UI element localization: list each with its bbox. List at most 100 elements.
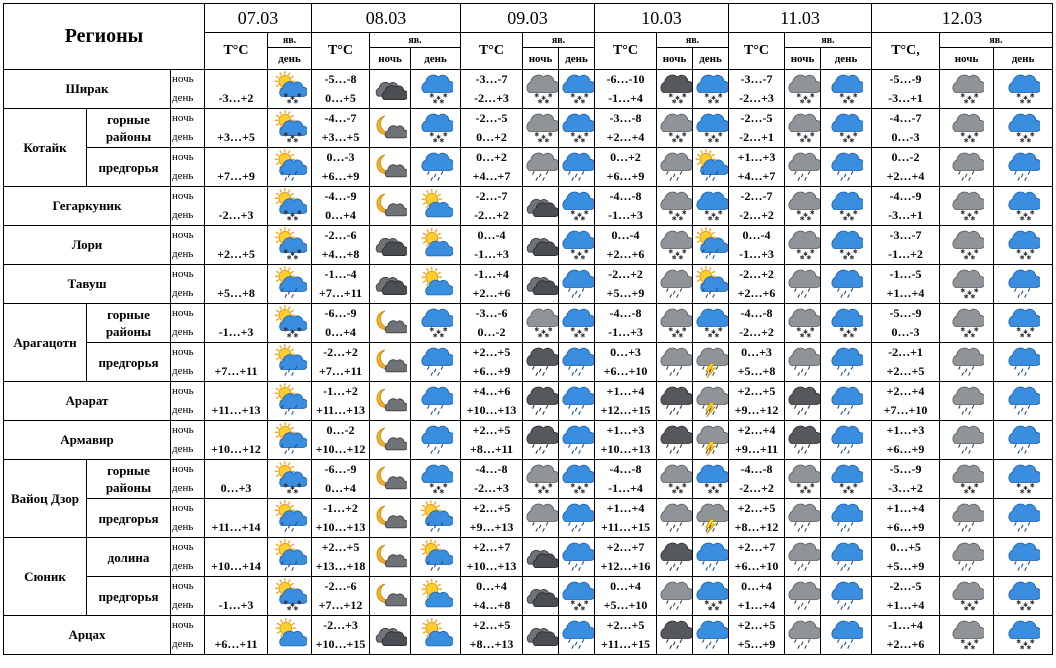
svg-text:✱: ✱ xyxy=(717,483,722,490)
svg-text:✱: ✱ xyxy=(570,132,575,139)
row-labels: ночь день xyxy=(170,498,205,538)
sun-cloud-rain-icon xyxy=(267,147,312,187)
svg-text:✱: ✱ xyxy=(544,488,549,495)
temp-08: -2…+2 +7…+11 xyxy=(311,342,370,382)
date-header-5: 11.03 xyxy=(728,3,872,33)
cloud-rain-grey-icon xyxy=(784,147,821,187)
temp-10-day: +2…+4 xyxy=(606,130,645,144)
cloud-rain-icon xyxy=(993,537,1053,577)
cloud-snow-grey-icon: ✱ ✱ ✱ ✱ ✱ xyxy=(656,108,693,148)
svg-text:✱: ✱ xyxy=(803,95,808,102)
svg-text:✱: ✱ xyxy=(577,329,582,336)
sun-cloud-rain-icon xyxy=(692,225,729,265)
night-label: ночь xyxy=(172,151,194,163)
day-header: день xyxy=(558,47,595,70)
region-name: Котайк xyxy=(3,108,87,187)
temp-12: -5…-9 -3…+1 xyxy=(871,69,940,109)
cloud-snow-icon: ✱ ✱ ✱ ✱ ✱ xyxy=(692,69,729,109)
region-row: Гегаркуник ночь день -2…+3 ✱ ✱ ✱ ✱ ✱ -4…-9 0…+4 -2…… xyxy=(3,186,1053,226)
temp-11-day: +8…+12 xyxy=(734,520,779,534)
svg-text:✱: ✱ xyxy=(960,249,965,256)
svg-text:✱: ✱ xyxy=(534,132,539,139)
svg-text:✱: ✱ xyxy=(432,488,437,495)
sun-cloud-icon xyxy=(410,264,461,304)
temp-11-night: 0…+4 xyxy=(741,579,772,593)
temp-08-night: -1…+2 xyxy=(323,501,358,515)
svg-text:✱: ✱ xyxy=(963,644,968,651)
phen-header-3: яв. xyxy=(522,32,595,48)
svg-text:✱: ✱ xyxy=(681,249,686,256)
svg-text:✱: ✱ xyxy=(541,95,546,102)
svg-text:✱: ✱ xyxy=(960,327,965,334)
temp-07-day: -1…+3 xyxy=(218,325,254,339)
temp-11: 0…+3 +5…+8 xyxy=(728,342,785,382)
temp-08: 0…-2 +10…+12 xyxy=(311,420,370,460)
svg-text:✱: ✱ xyxy=(809,483,814,490)
temp-10: 0…-4 +2…+6 xyxy=(594,225,657,265)
svg-text:✱: ✱ xyxy=(960,600,965,607)
cloud-rain-icon xyxy=(558,147,595,187)
cloud-rain-grey-icon xyxy=(522,498,559,538)
moon-cloud-icon xyxy=(369,303,411,343)
sun-cloud-rain-icon xyxy=(692,264,729,304)
temp-10-day: +11…+15 xyxy=(600,637,650,651)
temp-11-day: +5…+9 xyxy=(737,637,776,651)
temp-11-night: -2…+2 xyxy=(739,267,774,281)
night-label: ночь xyxy=(172,463,194,475)
sun-cloud-rain-icon xyxy=(692,147,729,187)
cloud-rain-dark-icon xyxy=(522,381,559,421)
svg-text:✱: ✱ xyxy=(290,485,295,492)
temp-08-night: -2…+2 xyxy=(323,345,358,359)
temp-08-day: 0…+4 xyxy=(325,325,356,339)
temp-08-day: +10…+15 xyxy=(315,637,366,651)
temp-08-night: 0…-3 xyxy=(326,150,355,164)
svg-text:✱: ✱ xyxy=(675,329,680,336)
row-labels: ночь день xyxy=(170,576,205,616)
night-label: ночь xyxy=(172,541,194,553)
svg-text:✱: ✱ xyxy=(573,137,578,144)
temp-07-day: -2…+3 xyxy=(218,208,254,222)
moon-cloud-icon xyxy=(369,108,411,148)
svg-text:✱: ✱ xyxy=(290,95,295,102)
svg-text:✱: ✱ xyxy=(846,95,851,102)
svg-text:✱: ✱ xyxy=(711,485,716,492)
svg-text:✱: ✱ xyxy=(714,137,719,144)
svg-text:✱: ✱ xyxy=(963,215,968,222)
temp-08-night: -6…-9 xyxy=(324,306,357,320)
temp-08-day: +3…+5 xyxy=(321,130,360,144)
temp-09: 0…-4 -1…+3 xyxy=(460,225,523,265)
svg-text:✱: ✱ xyxy=(714,215,719,222)
night-label: ночь xyxy=(172,73,194,85)
svg-text:✱: ✱ xyxy=(547,132,552,139)
svg-text:✱: ✱ xyxy=(296,483,301,490)
svg-text:✱: ✱ xyxy=(1026,137,1031,144)
temp-08-night: -4…-7 xyxy=(324,111,357,125)
day-label: день xyxy=(172,443,194,455)
svg-text:✱: ✱ xyxy=(570,210,575,217)
cloud-snow-grey-icon: ✱ ✱ ✱ ✱ ✱ xyxy=(939,576,994,616)
svg-text:✱: ✱ xyxy=(580,605,585,612)
cloud-snow-icon: ✱ ✱ ✱ ✱ ✱ xyxy=(558,576,595,616)
svg-text:✱: ✱ xyxy=(436,485,441,492)
svg-text:✱: ✱ xyxy=(671,332,676,339)
cloud-rain-grey-icon xyxy=(656,342,693,382)
svg-text:✱: ✱ xyxy=(286,605,291,612)
sun-cloud-rain-icon xyxy=(267,420,312,460)
svg-text:✱: ✱ xyxy=(963,137,968,144)
night-label: ночь xyxy=(172,229,194,241)
temp-12-night: +1…+4 xyxy=(886,501,925,515)
temp-12: -2…-5 +1…+4 xyxy=(871,576,940,616)
cloud-snow-icon: ✱ ✱ ✱ ✱ ✱ xyxy=(558,459,595,499)
night-label: ночь xyxy=(172,619,194,631)
svg-text:✱: ✱ xyxy=(973,600,978,607)
temp-08-night: +2…+5 xyxy=(321,540,360,554)
svg-text:✱: ✱ xyxy=(580,215,585,222)
night-label: ночь xyxy=(172,268,194,280)
svg-text:✱: ✱ xyxy=(803,251,808,258)
temp-12-day: +6…+9 xyxy=(886,520,925,534)
row-labels: ночь день xyxy=(170,303,205,343)
temp-11: -2…-5 -2…+1 xyxy=(728,108,785,148)
svg-text:✱: ✱ xyxy=(806,332,811,339)
temp-10: -6…-10 -1…+4 xyxy=(594,69,657,109)
svg-text:✱: ✱ xyxy=(429,327,434,334)
